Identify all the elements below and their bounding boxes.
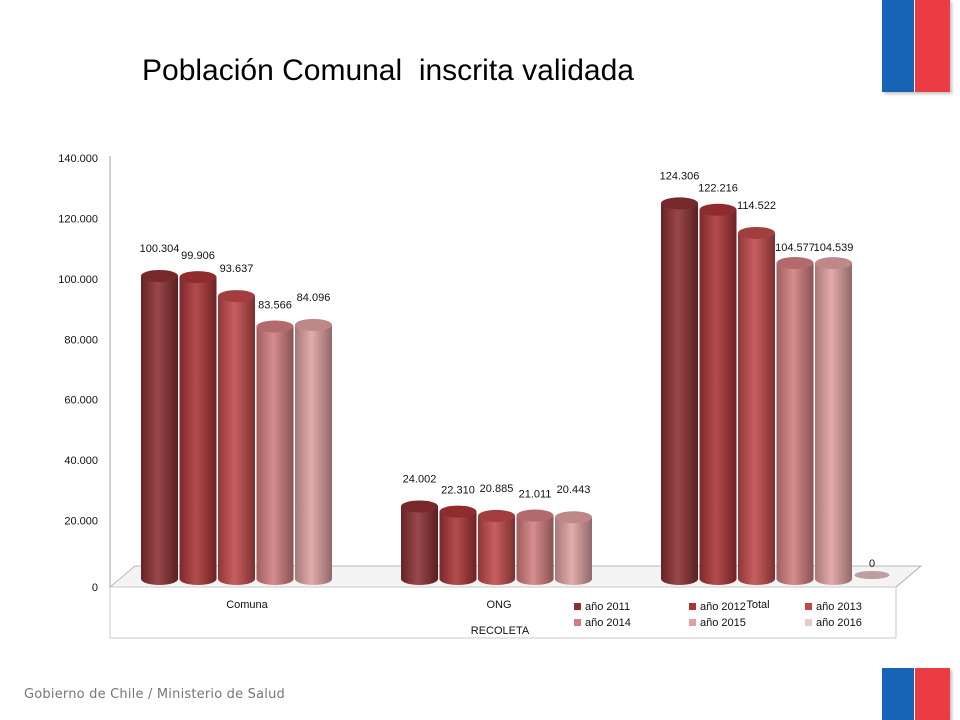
bar (776, 257, 814, 585)
x-axis-label: RECOLETA (471, 625, 530, 637)
x-tick-label: Total (746, 599, 769, 611)
data-label: 24.002 (403, 473, 437, 485)
legend-label: año 2011 (585, 601, 630, 613)
chile-flag-logo (882, 0, 950, 92)
y-tick-label: 100.000 (58, 274, 98, 286)
legend-swatch (689, 603, 696, 610)
legend-label: año 2013 (816, 601, 862, 613)
data-label: 104.577 (775, 242, 815, 254)
legend-entry: año 2016 (805, 617, 862, 629)
bar (555, 511, 592, 585)
data-label: 93.637 (220, 263, 254, 275)
data-label: 20.443 (557, 484, 591, 496)
legend-entry: año 2013 (805, 601, 862, 613)
data-label: 84.096 (297, 292, 331, 304)
bar (141, 269, 178, 585)
y-tick-label: 60.000 (64, 395, 98, 407)
bar (661, 197, 698, 585)
y-tick-label: 40.000 (64, 455, 98, 467)
y-tick-label: 80.000 (64, 334, 98, 346)
y-tick-label: 120.000 (58, 213, 98, 225)
bar (256, 320, 294, 585)
legend-swatch (689, 619, 696, 626)
legend-swatch (805, 619, 812, 626)
x-tick-label: ONG (486, 599, 511, 611)
bar (295, 318, 332, 585)
bar (401, 500, 438, 585)
bar (699, 203, 737, 585)
chile-flag-logo-bottom (882, 668, 950, 720)
footer-text: Gobierno de Chile / Ministerio de Salud (24, 687, 285, 702)
bar (478, 509, 515, 585)
legend-label: año 2016 (816, 617, 862, 629)
legend-label: año 2015 (700, 617, 746, 629)
legend-entry: año 2015 (689, 617, 746, 629)
data-label: 100.304 (140, 243, 180, 255)
legend-label: año 2012 (700, 601, 746, 613)
legend-entry: año 2011 (574, 601, 630, 613)
page-title: Población Comunal inscrita validada (142, 54, 634, 87)
category-box (109, 586, 897, 639)
data-label: 114.522 (737, 200, 776, 212)
bar (738, 226, 775, 585)
bar (218, 290, 255, 585)
y-tick-label: 140.000 (58, 153, 98, 165)
legend-entry: año 2012 (689, 601, 746, 613)
data-label: 22.310 (441, 485, 475, 497)
bar (516, 509, 554, 585)
data-label: 0 (869, 558, 875, 570)
floor-edge (895, 565, 922, 588)
bar (815, 257, 852, 585)
data-label: 122.216 (698, 183, 738, 195)
legend-label: año 2014 (585, 617, 631, 629)
bar (179, 271, 217, 585)
legend-entry: año 2014 (574, 617, 631, 629)
data-label: 99.906 (181, 250, 215, 262)
data-label: 21.011 (519, 489, 552, 501)
data-label: 124.306 (660, 170, 700, 182)
bar (439, 505, 477, 585)
x-tick-label: Comuna (226, 599, 268, 611)
bar (854, 571, 890, 579)
y-tick-label: 0 (92, 582, 98, 594)
data-label: 83.566 (258, 300, 292, 312)
data-label: 20.885 (480, 483, 514, 495)
legend-swatch (574, 603, 581, 610)
legend-swatch (805, 603, 812, 610)
data-label: 104.539 (814, 242, 854, 254)
y-tick-label: 20.000 (64, 516, 98, 528)
legend-swatch (574, 619, 581, 626)
